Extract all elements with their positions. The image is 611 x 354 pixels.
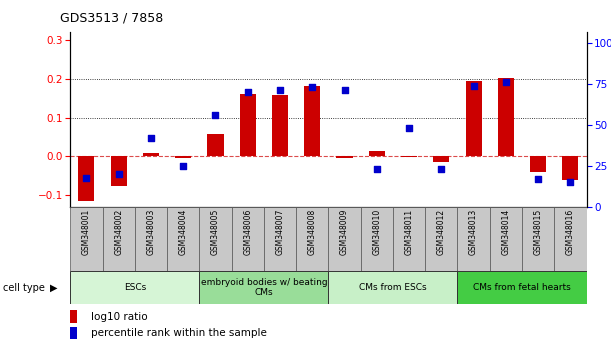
Text: GSM348001: GSM348001 [82,209,91,255]
Text: log10 ratio: log10 ratio [91,312,147,322]
Point [307,84,317,90]
Text: GSM348004: GSM348004 [178,209,188,255]
Text: GSM348006: GSM348006 [243,209,252,255]
Bar [207,134,224,156]
Point [211,112,221,118]
Bar [304,86,320,156]
Title: GDS3513 / 7858: GDS3513 / 7858 [60,12,163,25]
Bar [135,207,167,271]
Point [372,166,382,172]
Point [243,89,252,95]
Bar [78,156,95,201]
Bar [111,156,126,185]
Bar [329,271,458,304]
Text: GSM348007: GSM348007 [276,209,285,255]
Text: CMs from ESCs: CMs from ESCs [359,283,426,292]
Text: embryoid bodies w/ beating
CMs: embryoid bodies w/ beating CMs [200,278,327,297]
Text: GSM348005: GSM348005 [211,209,220,255]
Text: GSM348008: GSM348008 [308,209,316,255]
Point [81,175,91,180]
Point [533,176,543,182]
Point [275,88,285,93]
Text: cell type: cell type [3,282,45,293]
Bar [369,151,385,156]
Bar [360,207,393,271]
Text: ▶: ▶ [50,282,57,293]
Bar [199,207,232,271]
Point [566,179,576,185]
Point [404,125,414,131]
Bar [264,207,296,271]
Point [114,171,123,177]
Point [178,163,188,169]
Bar [296,207,329,271]
Bar [562,156,579,180]
Bar [232,207,264,271]
Bar [425,207,458,271]
Bar [329,207,360,271]
Bar [498,78,514,156]
Bar [167,207,199,271]
Bar [143,153,159,156]
Bar [70,327,78,339]
Text: GSM348003: GSM348003 [147,209,155,255]
Bar [466,81,481,156]
Bar [199,271,329,304]
Bar [393,207,425,271]
Point [146,135,156,141]
Bar [240,94,256,156]
Text: GSM348002: GSM348002 [114,209,123,255]
Bar [70,207,103,271]
Text: GSM348012: GSM348012 [437,209,446,255]
Bar [272,95,288,156]
Bar [70,310,78,323]
Text: GSM348010: GSM348010 [372,209,381,255]
Bar [530,156,546,172]
Bar [337,156,353,159]
Text: GSM348014: GSM348014 [502,209,510,255]
Point [436,166,446,172]
Bar [522,207,554,271]
Bar [433,156,450,161]
Bar [401,156,417,157]
Point [469,83,478,88]
Bar [554,207,587,271]
Point [340,88,349,93]
Text: ESCs: ESCs [123,283,146,292]
Text: GSM348011: GSM348011 [404,209,414,255]
Bar [458,207,490,271]
Text: GSM348015: GSM348015 [533,209,543,255]
Point [501,79,511,85]
Text: CMs from fetal hearts: CMs from fetal hearts [473,283,571,292]
Bar [458,271,587,304]
Bar [175,156,191,159]
Text: GSM348016: GSM348016 [566,209,575,255]
Bar [70,271,199,304]
Text: GSM348013: GSM348013 [469,209,478,255]
Text: percentile rank within the sample: percentile rank within the sample [91,328,267,338]
Bar [103,207,135,271]
Bar [490,207,522,271]
Text: GSM348009: GSM348009 [340,209,349,255]
